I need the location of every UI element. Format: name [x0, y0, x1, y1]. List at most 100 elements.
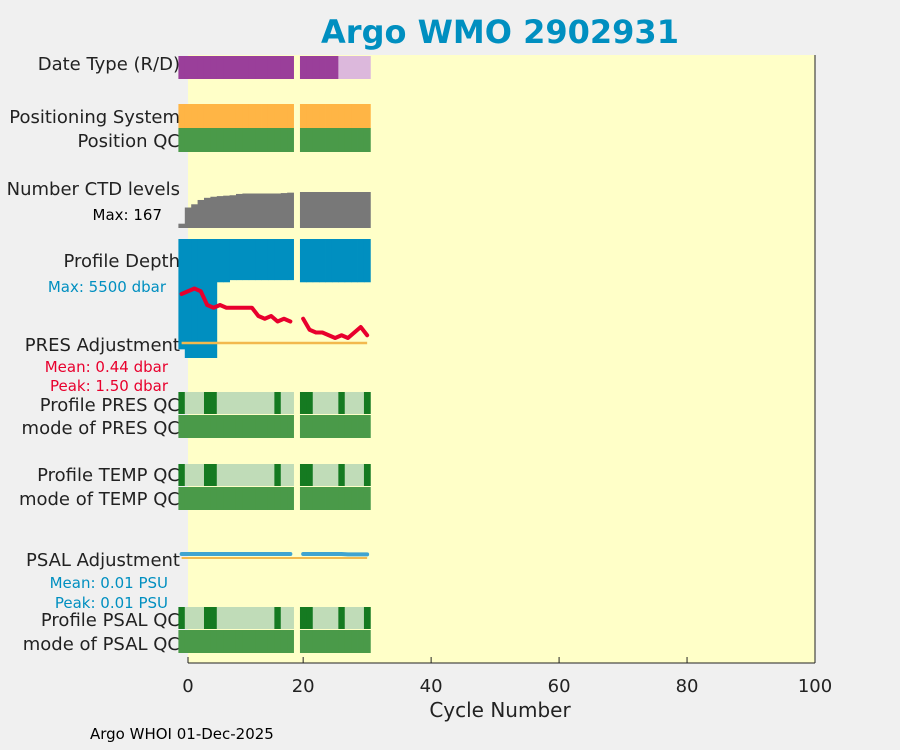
footer-text: Argo WHOI 01-Dec-2025: [90, 725, 274, 743]
date-type-cell: [280, 56, 288, 79]
pres-qc-mode-cell: [229, 415, 237, 438]
positioning-cell: [299, 104, 307, 128]
position-qc-cell: [319, 128, 326, 152]
pres-qc-mode-cell: [203, 415, 211, 438]
position-qc-cell: [178, 128, 186, 152]
date-type-cell: [344, 56, 352, 79]
ctd-level-bar: [255, 193, 262, 228]
pres-qc-mode-cell: [338, 415, 346, 438]
x-tick-label: 0: [182, 676, 193, 697]
pres-qc-mode-cell: [299, 415, 307, 438]
ctd-level-bar: [216, 196, 224, 228]
temp-qc-cell: [242, 464, 250, 486]
date-type-cell: [274, 56, 282, 79]
temp-qc-mode-cell: [242, 487, 250, 510]
pres-qc-mode-cell: [235, 415, 243, 438]
pres-qc-mode-cell: [351, 415, 358, 438]
temp-qc-mode-cell: [357, 487, 365, 510]
profile-depth-bar: [261, 239, 269, 281]
date-type-cell: [255, 56, 262, 79]
positioning-cell: [216, 104, 224, 128]
psal-qc-mode-cell: [338, 630, 346, 653]
temp-qc-mode-cell: [351, 487, 358, 510]
pres-qc-cell: [351, 392, 358, 414]
position-qc-cell: [306, 128, 314, 152]
pres-adjustment-line: [179, 286, 293, 324]
date-type-cell: [229, 56, 237, 79]
pres-mean-note: Mean: 0.44 dbar: [45, 358, 169, 376]
positioning-cell: [325, 104, 333, 128]
psal-qc-mode-cell: [255, 630, 262, 653]
ctd-level-bar: [203, 197, 211, 228]
plot-area: [188, 55, 815, 663]
ctd-level-bar: [280, 193, 288, 228]
date-type-cell: [319, 56, 326, 79]
profile-depth-bar: [210, 239, 218, 358]
psal-qc-mode-cell: [306, 630, 314, 653]
ctd-level-bar: [331, 192, 339, 228]
pres-qc-mode-cell: [325, 415, 333, 438]
row-label: PRES Adjustment: [25, 335, 180, 356]
psal-qc-mode-cell: [280, 630, 288, 653]
date-type-cell: [248, 56, 256, 79]
pres-qc-mode-cell: [267, 415, 275, 438]
date-type-cell: [357, 56, 365, 79]
position-qc-cell: [351, 128, 358, 152]
pres-qc-cell: [267, 392, 275, 414]
pres-qc-mode-cell: [306, 415, 314, 438]
psal-qc-cell: [299, 607, 307, 629]
temp-qc-mode-cell: [299, 487, 307, 510]
position-qc-cell: [338, 128, 346, 152]
temp-qc-cell: [331, 464, 339, 486]
date-type-cell: [312, 56, 320, 79]
psal-qc-cell: [261, 607, 269, 629]
positioning-cell: [287, 104, 294, 128]
psal-qc-mode-cell: [312, 630, 320, 653]
psal-qc-cell: [344, 607, 352, 629]
psal-qc-mode-cell: [210, 630, 218, 653]
psal-qc-cell: [274, 607, 282, 629]
position-qc-cell: [203, 128, 211, 152]
positioning-cell: [255, 104, 262, 128]
profile-depth-bar: [229, 239, 237, 281]
pres-qc-cell: [261, 392, 269, 414]
positioning-cell: [184, 104, 192, 128]
position-qc-cell: [280, 128, 288, 152]
position-qc-cell: [363, 128, 371, 152]
temp-qc-mode-cell: [216, 487, 224, 510]
psal-qc-cell: [203, 607, 211, 629]
positioning-cell: [344, 104, 352, 128]
position-qc-cell: [255, 128, 262, 152]
ctd-level-bar: [344, 192, 352, 228]
pres-qc-cell: [178, 392, 186, 414]
pres-qc-mode-cell: [280, 415, 288, 438]
temp-qc-cell: [197, 464, 205, 486]
row-label: PSAL Adjustment: [26, 550, 180, 571]
positioning-cell: [331, 104, 339, 128]
pres-qc-mode-cell: [344, 415, 352, 438]
temp-qc-cell: [267, 464, 275, 486]
pres-qc-cell: [325, 392, 333, 414]
pres-qc-cell: [357, 392, 365, 414]
psal-qc-cell: [248, 607, 256, 629]
profile-depth-bar: [255, 239, 262, 281]
temp-qc-mode-cell: [331, 487, 339, 510]
date-type-cell: [325, 56, 333, 79]
temp-qc-mode-cell: [248, 487, 256, 510]
psal-qc-mode-cell: [357, 630, 365, 653]
temp-qc-cell: [184, 464, 192, 486]
profile-depth-bar: [312, 239, 320, 283]
profile-depth-bar: [267, 239, 275, 281]
profile-depth-bar: [248, 239, 256, 281]
psal-qc-mode-cell: [351, 630, 358, 653]
psal-qc-cell: [319, 607, 326, 629]
ctd-level-bar: [338, 192, 346, 228]
date-type-cell: [338, 56, 346, 79]
date-type-cell: [178, 56, 186, 79]
x-axis-label: Cycle Number: [429, 698, 571, 722]
psal-qc-mode-cell: [274, 630, 282, 653]
position-qc-cell: [229, 128, 237, 152]
pres-qc-mode-cell: [191, 415, 198, 438]
temp-qc-mode-cell: [203, 487, 211, 510]
ctd-level-bar: [197, 199, 205, 228]
